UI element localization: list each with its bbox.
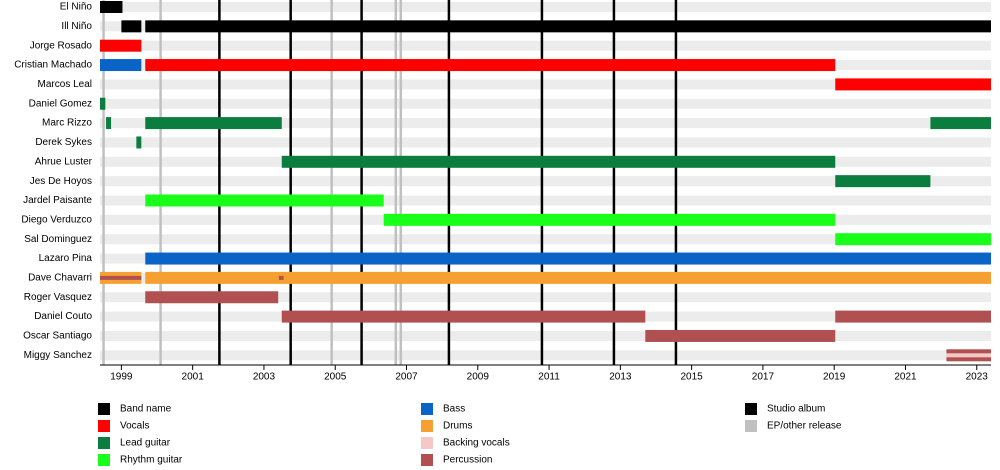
x-tick-label: 2023 <box>966 372 989 383</box>
legend-label: Lead guitar <box>120 438 171 449</box>
legend-label: Drums <box>443 421 472 432</box>
member-bar <box>100 97 106 110</box>
member-bar <box>100 39 142 52</box>
legend-label: Studio album <box>767 404 825 415</box>
legend-swatch <box>98 403 110 415</box>
member-bar <box>145 20 991 33</box>
member-name: Ahrue Luster <box>35 156 93 167</box>
legend-swatch <box>421 437 433 449</box>
row-background <box>100 98 991 109</box>
member-bar <box>121 20 142 33</box>
member-name: Marc Rizzo <box>42 118 92 129</box>
member-name: Marcos Leal <box>38 79 92 90</box>
x-tick-label: 2019 <box>823 372 846 383</box>
x-tick-label: 2021 <box>894 372 917 383</box>
x-tick-label: 2009 <box>467 372 490 383</box>
member-name: Diego Verduzco <box>21 214 92 225</box>
member-bar <box>100 275 142 280</box>
member-bar <box>835 175 931 188</box>
member-bar <box>100 1 123 13</box>
legend-swatch <box>421 454 433 466</box>
row-background <box>100 137 991 148</box>
legend-swatch <box>421 403 433 415</box>
member-name: Cristian Machado <box>14 60 92 71</box>
row-background <box>100 195 991 206</box>
member-name: Roger Vasquez <box>24 292 92 303</box>
x-tick-label: 2017 <box>752 372 775 383</box>
member-name: Miggy Sanchez <box>24 350 92 361</box>
member-name: Sal Dominguez <box>24 234 92 245</box>
row-background <box>100 292 991 303</box>
legend-swatch <box>745 403 757 415</box>
member-bar <box>145 194 384 207</box>
x-tick-label: 2007 <box>395 372 418 383</box>
member-bar <box>281 155 836 168</box>
legend-label: Bass <box>443 404 465 415</box>
member-bar <box>145 291 279 304</box>
member-bar <box>145 59 836 72</box>
legend-swatch <box>98 437 110 449</box>
member-bar <box>145 252 991 265</box>
x-tick-label: 2003 <box>253 372 276 383</box>
row-background <box>100 330 991 341</box>
member-bar <box>645 329 836 342</box>
x-tick-label: 2015 <box>680 372 703 383</box>
member-name: Daniel Gomez <box>29 98 92 109</box>
legend-label: Rhythm guitar <box>120 455 183 466</box>
legend-label: Band name <box>120 404 172 415</box>
member-bar <box>281 310 646 323</box>
member-name: Daniel Couto <box>34 311 92 322</box>
member-bar <box>930 117 991 130</box>
x-tick-label: 2011 <box>538 372 560 383</box>
member-bar <box>278 275 284 280</box>
member-name: Jorge Rosado <box>30 40 93 51</box>
x-tick-label: 2013 <box>609 372 632 383</box>
x-tick-label: 2005 <box>324 372 347 383</box>
member-bar <box>835 233 991 246</box>
row-background <box>100 40 991 51</box>
legend-label: Vocals <box>120 421 149 432</box>
legend-swatch <box>98 454 110 466</box>
member-bar <box>106 117 112 130</box>
row-background <box>100 118 991 129</box>
row-background <box>100 176 991 187</box>
member-bar <box>835 78 991 91</box>
row-background <box>100 350 991 361</box>
legend-label: EP/other release <box>767 421 842 432</box>
member-name: Derek Sykes <box>35 137 92 148</box>
member-bar <box>145 271 991 284</box>
member-name: Ill Niño <box>61 21 92 32</box>
member-name: Lazaro Pina <box>39 253 93 264</box>
legend-swatch <box>421 420 433 432</box>
legend-swatch <box>98 420 110 432</box>
member-bar <box>136 136 142 149</box>
member-bar <box>100 59 142 72</box>
x-tick-label: 1999 <box>110 372 133 383</box>
legend-label: Backing vocals <box>443 438 510 449</box>
legend-swatch <box>745 420 757 432</box>
row-background <box>100 234 991 245</box>
legend-label: Percussion <box>443 455 492 466</box>
member-name: Jes De Hoyos <box>30 176 92 187</box>
member-name: El Niño <box>60 2 93 13</box>
row-background <box>100 2 991 12</box>
member-name: Jardel Paisante <box>23 195 92 206</box>
x-tick-label: 2001 <box>182 372 205 383</box>
member-bar <box>835 310 991 323</box>
member-name: Oscar Santiago <box>23 331 92 342</box>
member-bar <box>145 117 282 130</box>
member-bar <box>946 353 991 358</box>
member-name: Dave Chavarri <box>28 273 92 284</box>
member-bar <box>383 213 836 226</box>
row-background <box>100 79 991 90</box>
